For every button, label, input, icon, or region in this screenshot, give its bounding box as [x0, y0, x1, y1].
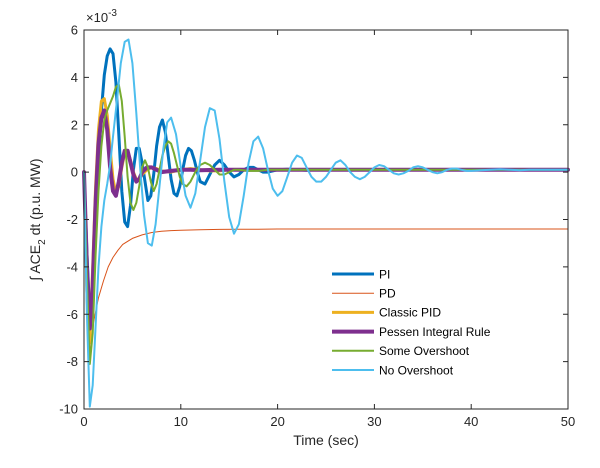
legend-entry-label: PI: [379, 267, 390, 281]
legend-entry-label: Some Overshoot: [379, 344, 470, 358]
x-tick-label: 10: [174, 414, 188, 429]
ticks-layer: 0 10 20 30 40 50 -10 -8 -6 -4 -2 0 2 4 6: [59, 23, 575, 430]
legend-entry-label: PD: [379, 287, 396, 301]
series-layer: [82, 38, 570, 408]
y-tick-label: -6: [66, 307, 78, 322]
y-exponent-label: ×10-3: [86, 8, 117, 25]
y-tick-label: 6: [71, 23, 78, 38]
legend-entry-label: Pessen Integral Rule: [379, 325, 491, 339]
legend-entry-label: No Overshoot: [379, 363, 454, 377]
x-tick-label: 50: [561, 414, 575, 429]
series-line-no-overshoot: [83, 38, 569, 408]
y-tick-label: -8: [66, 354, 78, 369]
y-tick-label: 4: [71, 70, 78, 85]
legend: PI PD Classic PID Pessen Integral Rule Some …: [328, 262, 553, 386]
x-axis-label: Time (sec): [293, 432, 359, 448]
series-line-some-overshoot: [83, 83, 569, 365]
x-tick-label: 40: [464, 414, 478, 429]
legend-box: [328, 262, 553, 386]
x-tick-label: 20: [270, 414, 284, 429]
legend-entry-label: Classic PID: [379, 306, 441, 320]
y-tick-label: -4: [66, 259, 78, 274]
y-tick-label: -10: [59, 402, 78, 417]
y-tick-label: 2: [71, 117, 78, 132]
y-axis-label: ∫ ACE2 dt (p.u. MW): [27, 158, 48, 281]
x-tick-label: 0: [80, 414, 87, 429]
x-tick-label: 30: [367, 414, 381, 429]
y-tick-label: 0: [71, 165, 78, 180]
y-tick-label: -2: [66, 212, 78, 227]
